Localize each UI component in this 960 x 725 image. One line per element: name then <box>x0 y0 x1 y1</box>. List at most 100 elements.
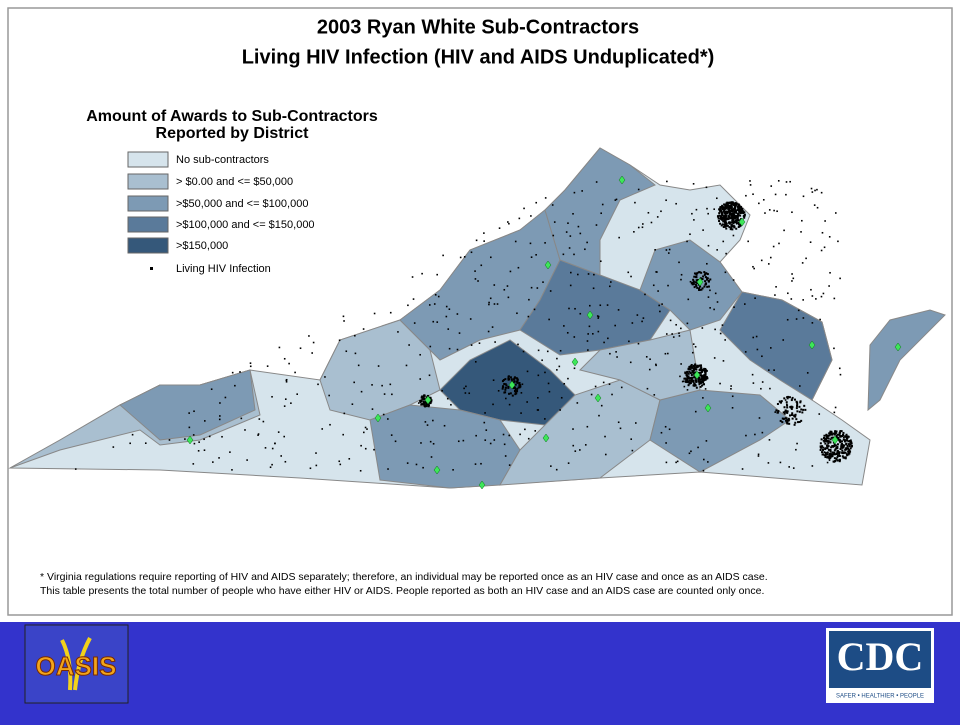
case-dot <box>764 212 766 214</box>
subcontractor-marker <box>586 310 594 320</box>
case-dot <box>520 392 523 394</box>
case-dot <box>478 342 481 344</box>
case-dot <box>371 408 374 410</box>
subcontractor-marker <box>542 433 550 443</box>
case-dot <box>311 352 313 354</box>
case-dot <box>660 431 663 434</box>
case-dot <box>841 446 844 449</box>
case-dot <box>419 378 422 380</box>
case-dot <box>692 384 695 387</box>
case-dot <box>822 448 825 451</box>
legend-label: Living HIV Infection <box>176 263 271 275</box>
case-dot <box>693 365 696 368</box>
case-dot <box>728 215 731 218</box>
case-dot <box>671 333 673 335</box>
case-dot <box>240 417 243 420</box>
case-dot <box>713 357 716 359</box>
case-dot <box>599 260 602 263</box>
case-dot <box>735 221 738 224</box>
case-dot <box>475 239 478 242</box>
case-dot <box>569 284 572 287</box>
case-dot <box>508 434 511 437</box>
case-dot <box>799 385 801 387</box>
case-dot <box>732 202 735 205</box>
case-dot <box>716 301 719 303</box>
case-dot <box>406 462 409 464</box>
case-dot <box>412 298 415 300</box>
case-dot <box>757 455 760 457</box>
case-dot <box>724 271 727 274</box>
case-dot <box>819 442 822 445</box>
case-dot <box>826 435 829 438</box>
case-dot <box>600 212 602 215</box>
case-dot <box>842 445 845 448</box>
legend-dot <box>150 267 153 270</box>
case-dot <box>359 469 362 472</box>
case-dot <box>724 205 727 208</box>
subcontractor-marker <box>571 357 579 367</box>
case-dot <box>617 309 620 311</box>
case-dot <box>719 332 722 335</box>
case-dot <box>514 388 517 391</box>
case-dot <box>614 324 616 327</box>
case-dot <box>833 347 835 350</box>
case-dot <box>695 208 698 211</box>
case-dot <box>687 375 690 378</box>
case-dot <box>843 440 846 443</box>
case-dot <box>825 434 828 437</box>
case-dot <box>465 385 467 388</box>
case-dot <box>833 411 836 414</box>
case-dot <box>586 241 588 244</box>
case-dot <box>537 374 540 377</box>
case-dot <box>683 385 686 388</box>
case-dot <box>701 287 704 290</box>
case-dot <box>704 378 707 381</box>
case-dot <box>593 273 595 276</box>
case-dot <box>597 330 600 333</box>
case-dot <box>824 437 827 440</box>
case-dot <box>838 433 841 436</box>
case-dot <box>823 451 826 454</box>
case-dot <box>588 304 591 307</box>
case-dot <box>730 207 733 210</box>
case-dot <box>257 434 259 436</box>
case-dot <box>691 370 694 373</box>
case-dot <box>782 339 785 341</box>
case-dot <box>507 385 510 388</box>
case-dot <box>695 386 698 389</box>
case-dot <box>660 210 662 213</box>
case-dot <box>436 321 439 323</box>
case-dot <box>684 380 687 383</box>
case-dot <box>642 223 644 225</box>
case-dot <box>841 455 844 458</box>
case-dot <box>505 387 507 389</box>
case-dot <box>636 314 639 316</box>
case-dot <box>840 444 843 447</box>
case-dot <box>508 464 511 466</box>
case-dot <box>799 400 802 403</box>
case-dot <box>574 307 576 310</box>
case-dot <box>842 433 845 436</box>
case-dot <box>726 217 729 220</box>
case-dot <box>724 212 727 215</box>
oasis-logo: OASIS <box>24 624 129 704</box>
case-dot <box>839 430 842 433</box>
case-dot <box>729 205 732 208</box>
case-dot <box>448 308 451 310</box>
case-dot <box>732 221 735 224</box>
case-dot <box>509 270 512 273</box>
case-dot <box>424 401 427 404</box>
case-dot <box>505 397 507 400</box>
case-dot <box>688 452 691 455</box>
case-dot <box>339 463 342 466</box>
case-dot <box>529 242 532 245</box>
case-dot <box>689 368 692 371</box>
case-dot <box>487 330 490 333</box>
case-dot <box>619 427 622 430</box>
case-dot <box>846 439 849 442</box>
case-dot <box>782 417 785 420</box>
case-dot <box>827 442 830 445</box>
case-dot <box>822 439 825 442</box>
case-dot <box>432 419 434 422</box>
case-dot <box>802 408 805 411</box>
